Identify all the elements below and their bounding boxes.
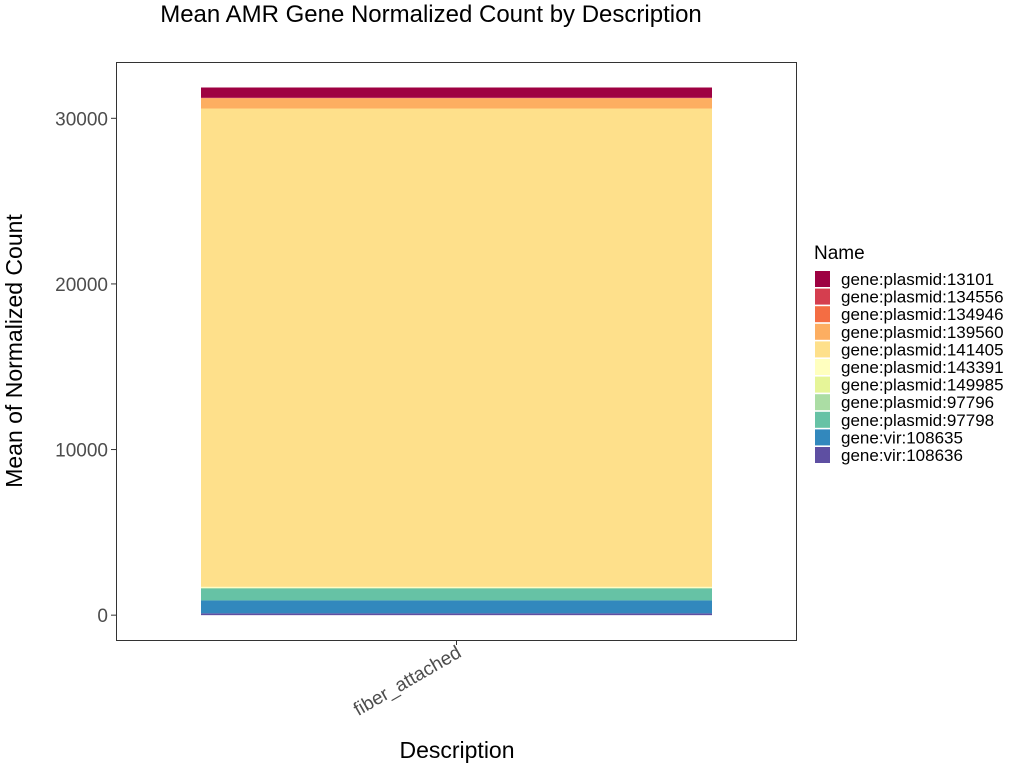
bar-stack [201,87,712,616]
chart-title: Mean AMR Gene Normalized Count by Descri… [160,1,702,28]
y-axis: 0 10000 20000 30000 [55,109,116,627]
bar-segment-gene-vir-108636 [201,613,712,616]
legend-label: gene:plasmid:13101 [841,270,994,289]
legend-label: gene:plasmid:139560 [841,323,1004,342]
legend-label: gene:plasmid:143391 [841,358,1004,377]
legend-key [815,394,830,411]
legend-key [815,429,830,446]
legend-label: gene:plasmid:97796 [841,393,994,412]
legend-label: gene:vir:108636 [841,446,963,465]
legend-key [815,411,830,428]
legend-key [815,306,830,323]
legend-key [815,447,830,463]
y-axis-title: Mean of Normalized Count [1,214,27,488]
legend: Name gene:plasmid:13101gene:plasmid:1345… [814,243,1004,465]
bar-segment-gene-plasmid-97798 [201,588,712,601]
legend-key [815,376,830,393]
x-axis: fiber_attached [350,640,465,721]
legend-label: gene:plasmid:141405 [841,340,1004,359]
legend-key [815,271,830,287]
legend-label: gene:plasmid:134556 [841,288,1004,307]
legend-key [815,341,830,358]
legend-key [815,288,830,305]
y-tick-label: 20000 [55,275,108,296]
y-tick-label: 10000 [55,441,108,462]
bar-segment-gene-plasmid-13101 [201,87,712,98]
bar-segment-gene-plasmid-139560 [201,98,712,109]
y-tick-label: 30000 [55,109,108,130]
legend-label: gene:plasmid:134946 [841,305,1004,324]
x-tick-label: fiber_attached [350,642,465,720]
legend-label: gene:plasmid:149985 [841,376,1004,395]
y-tick-label: 0 [97,606,108,627]
bar-segment-gene-plasmid-143391 [201,586,712,588]
legend-key [815,323,830,340]
legend-label: gene:vir:108635 [841,428,963,447]
x-axis-title: Description [399,737,514,763]
legend-label: gene:plasmid:97798 [841,411,994,430]
bar-segment-gene-plasmid-141405 [201,108,712,587]
legend-key [815,359,830,375]
bar-segment-gene-vir-108635 [201,600,712,614]
legend-title: Name [814,243,865,264]
